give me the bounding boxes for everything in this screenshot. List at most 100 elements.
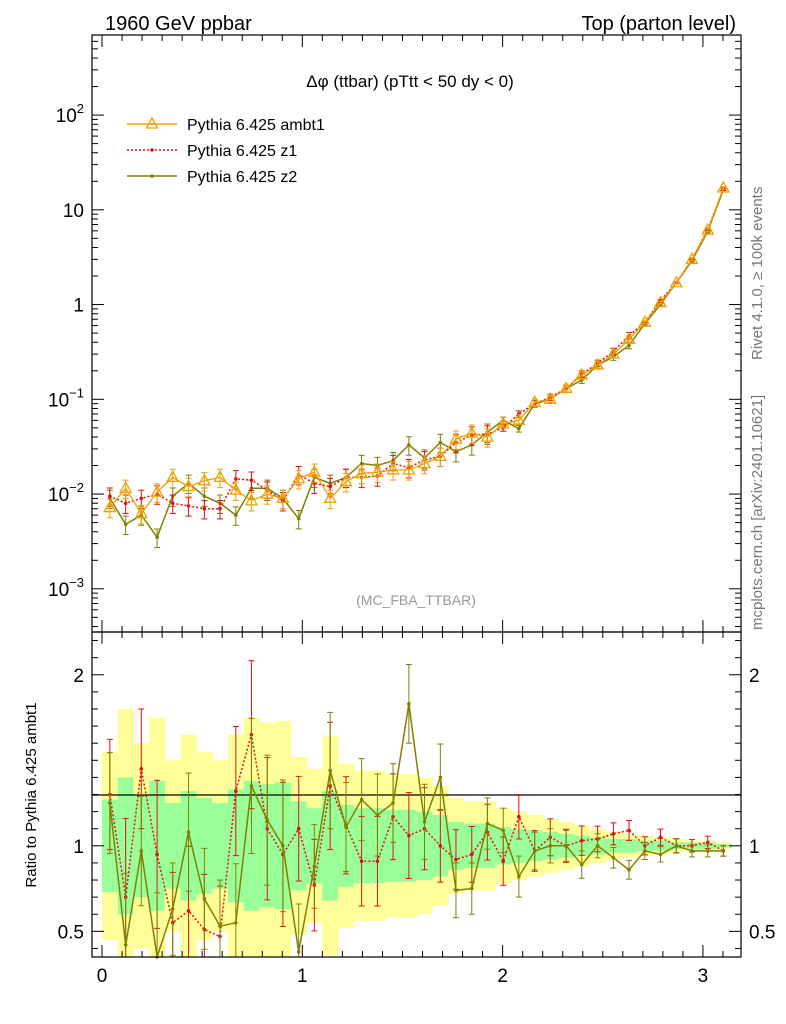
main-data-point <box>292 471 306 484</box>
main-data-point <box>134 506 148 519</box>
main-data-point <box>155 535 159 540</box>
ratio-data-point <box>674 844 679 848</box>
main-data-point <box>559 381 573 394</box>
main-data-point <box>202 494 207 498</box>
ratio-data-point <box>407 833 411 838</box>
legend-label: Pythia 6.425 ambt1 <box>187 117 325 134</box>
main-data-point <box>186 504 191 508</box>
ratio-data-point <box>579 862 584 867</box>
legend-label: Pythia 6.425 z1 <box>187 143 297 160</box>
main-data-point <box>276 491 290 504</box>
header-left-text: 1960 GeV ppbar <box>105 13 252 35</box>
main-data-point <box>627 343 631 348</box>
main-y-tick-label: 102 <box>56 101 84 127</box>
ratio-series-layer <box>106 660 727 959</box>
ratio-data-point <box>501 828 506 833</box>
main-data-point <box>512 412 526 425</box>
ratio-data-point <box>595 844 600 848</box>
ratio-data-point <box>532 849 537 853</box>
main-data-point <box>150 484 164 497</box>
ratio-y-axis: 0.5 0.5 1 1 2 2 <box>58 640 775 949</box>
ratio-data-point <box>391 801 395 805</box>
main-data-point <box>202 506 207 511</box>
ratio-inner-band <box>510 828 528 863</box>
ratio-data-point <box>265 818 270 822</box>
main-data-point <box>323 491 337 504</box>
main-data-point <box>218 506 222 511</box>
ratio-y-tick-label: 1 <box>73 837 84 858</box>
ratio-data-point <box>359 859 364 864</box>
ratio-data-point <box>705 849 710 853</box>
main-data-point <box>197 473 211 486</box>
ratio-data-point <box>170 907 175 911</box>
ratio-data-point <box>296 950 301 954</box>
main-data-point <box>433 449 447 462</box>
ratio-data-point <box>469 852 474 857</box>
ratio-data-point <box>658 835 663 840</box>
ratio-data-point <box>721 849 726 853</box>
ratio-data-point <box>564 844 568 848</box>
ratio-data-point <box>281 844 285 848</box>
main-data-point <box>260 486 274 499</box>
ratio-x-tick-label: 2 <box>497 966 508 987</box>
ratio-data-point <box>328 768 332 773</box>
ratio-data-point <box>407 702 411 706</box>
main-y-tick-label: 10−2 <box>48 480 84 506</box>
main-data-point <box>517 426 521 431</box>
plot-title: Δφ (ttbar) (pTtt < 50 dy < 0) <box>306 72 514 91</box>
main-series-layer <box>103 180 730 548</box>
main-data-point <box>328 484 332 489</box>
main-data-point <box>123 501 128 506</box>
ratio-data-point <box>501 859 506 864</box>
ratio-data-point <box>249 784 254 788</box>
ratio-data-point <box>375 859 380 864</box>
ratio-x-tick-label: 3 <box>698 966 709 987</box>
ratio-series-line <box>109 703 724 958</box>
main-data-point <box>438 440 443 445</box>
ratio-inner-band <box>164 803 182 889</box>
main-data-point <box>543 391 557 404</box>
main-y-tick-label: 10−1 <box>48 385 84 411</box>
ratio-data-point <box>155 852 159 857</box>
ratio-data-point <box>438 775 443 780</box>
ratio-data-point <box>643 849 647 853</box>
ratio-y-tick-label: 0.5 <box>58 922 84 943</box>
ratio-data-point <box>375 813 380 817</box>
ratio-data-point <box>139 767 144 771</box>
ratio-series-line <box>109 734 724 938</box>
main-data-point <box>213 470 227 483</box>
ratio-y-tick-label-right: 0.5 <box>749 922 775 943</box>
legend-marker <box>145 116 159 129</box>
rivet-version-label: Rivet 4.1.0, ≥ 100k events <box>749 187 766 360</box>
ratio-data-point <box>690 849 694 853</box>
main-data-point <box>359 461 364 466</box>
main-series-line <box>109 187 725 515</box>
main-data-point <box>402 462 416 475</box>
ratio-data-point <box>627 867 631 872</box>
ratio-data-point <box>579 838 584 843</box>
ratio-data-point <box>186 909 191 913</box>
ratio-y-tick-label: 2 <box>73 666 84 687</box>
main-data-point <box>449 431 463 444</box>
ratio-data-point <box>422 820 427 824</box>
ratio-inner-band <box>605 838 622 853</box>
main-data-point <box>716 180 730 193</box>
ratio-data-point <box>454 857 458 862</box>
main-data-point <box>108 494 112 498</box>
ratio-y-axis-label: Ratio to Pythia 6.425 ambt1 <box>23 702 40 887</box>
main-plot-panel: 10−3 10−2 10−1 1 10 102 Δφ (ttbar) (pTtt < 50… <box>48 34 742 633</box>
main-data-point <box>166 470 180 483</box>
ratio-data-point <box>234 789 238 793</box>
legend-marker <box>150 148 154 152</box>
main-data-point <box>701 222 715 235</box>
main-data-point <box>123 522 128 527</box>
ratio-data-point <box>312 864 317 869</box>
main-data-point <box>465 425 479 438</box>
ratio-data-point <box>517 874 521 879</box>
main-data-point <box>139 496 144 501</box>
main-data-point <box>528 394 542 407</box>
main-data-point <box>496 416 510 429</box>
main-data-point <box>685 252 699 265</box>
header-right-text: Top (parton level) <box>581 13 736 35</box>
main-data-point <box>407 443 411 447</box>
